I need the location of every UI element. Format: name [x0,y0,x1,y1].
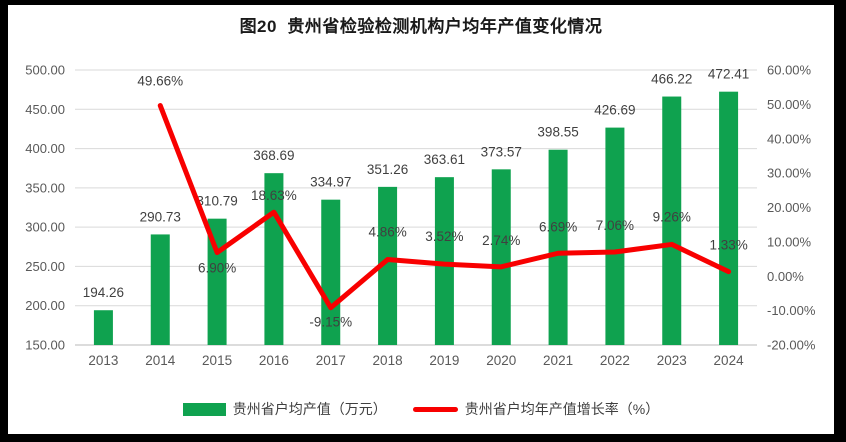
left-axis-tick: 300.00 [25,220,65,235]
right-axis-tick: 50.00% [767,97,812,112]
bar [378,186,398,345]
line-data-label: -9.15% [309,315,352,330]
x-axis-label: 2015 [202,353,232,368]
bar-data-label: 351.26 [367,162,408,177]
left-axis-tick: 500.00 [25,63,65,78]
bar-data-label: 472.41 [708,67,749,82]
x-axis-label: 2022 [600,353,630,368]
legend-item-line-series: 贵州省户均年产值增长率（%） [412,399,660,419]
bar-data-label: 194.26 [83,285,124,300]
x-axis-label: 2016 [259,353,289,368]
line-data-label: 9.26% [653,209,691,224]
chart-canvas: 图20 贵州省检验检测机构户均年产值变化情况 500.00 450.00 400.0… [8,5,834,434]
bar-data-label: 373.57 [481,144,522,159]
x-axis-label: 2018 [373,353,403,368]
bar [434,177,454,345]
right-axis-tick: 40.00% [767,131,812,146]
chart-title: 图20 贵州省检验检测机构户均年产值变化情况 [239,17,603,36]
chart-legend: 贵州省户均产值（万元） 贵州省户均年产值增长率（%） [8,398,834,420]
bar [605,127,625,346]
growth-rate-line [157,103,732,311]
x-axis-label: 2023 [657,353,687,368]
bar-data-label: 398.55 [537,125,578,140]
bar-data-label: 290.73 [140,209,181,224]
bar [662,96,682,345]
left-axis-tick: 200.00 [25,298,65,313]
bar-data-label: 363.61 [424,152,465,167]
line-data-label: 7.06% [596,218,634,233]
line-data-label: 3.52% [425,229,463,244]
right-axis-tick: -20.00% [767,338,816,353]
legend-label-bar-series: 贵州省户均产值（万元） [232,401,387,417]
right-axis-tick: 0.00% [767,269,804,284]
bar [150,234,170,345]
x-axis-label: 2013 [88,353,118,368]
left-axis-tick: 400.00 [25,141,65,156]
bar [491,169,511,345]
line-data-label: 6.90% [198,261,236,276]
bar [321,199,341,345]
line-data-label: 18.63% [251,188,297,203]
x-axis-label: 2017 [316,353,346,368]
line-data-label: 2.74% [482,233,520,248]
right-axis-tick: 10.00% [767,234,812,249]
x-axis-label: 2019 [429,353,459,368]
x-axis-label: 2014 [145,353,176,368]
line-data-label: 4.86% [368,225,406,240]
combo-chart: 500.00 450.00 400.00 350.00 300.00 250.00 200.… [25,63,816,369]
x-axis-label: 2020 [486,353,516,368]
line-data-label: 1.33% [709,238,747,253]
bar-data-label: 426.69 [594,103,635,118]
line-data-label: 49.66% [137,74,183,89]
bar-data-label: 368.69 [253,148,294,163]
right-axis-tick: -10.00% [767,303,816,318]
legend-label-line-series: 贵州省户均年产值增长率（%） [464,401,660,417]
bar [719,91,739,345]
bar [548,149,568,345]
bar-data-label: 334.97 [310,175,351,190]
bar-data-label: 310.79 [196,194,237,209]
right-axis-tick: 30.00% [767,166,812,181]
left-axis-tick: 250.00 [25,259,65,274]
left-axis-tick: 450.00 [25,102,65,117]
left-axis-tick: 350.00 [25,180,65,195]
line-series-swatch [412,406,458,412]
bar-data-label: 466.22 [651,72,692,87]
bar-series-swatch [182,402,226,416]
line-data-label: 6.69% [539,219,577,234]
bar [93,310,113,345]
right-axis-tick: 20.00% [767,200,812,215]
right-axis-tick: 60.00% [767,63,812,78]
x-axis-label: 2024 [714,353,745,368]
legend-item-bar-series: 贵州省户均产值（万元） [182,399,387,419]
left-axis-tick: 150.00 [25,338,65,353]
x-axis-label: 2021 [543,353,573,368]
